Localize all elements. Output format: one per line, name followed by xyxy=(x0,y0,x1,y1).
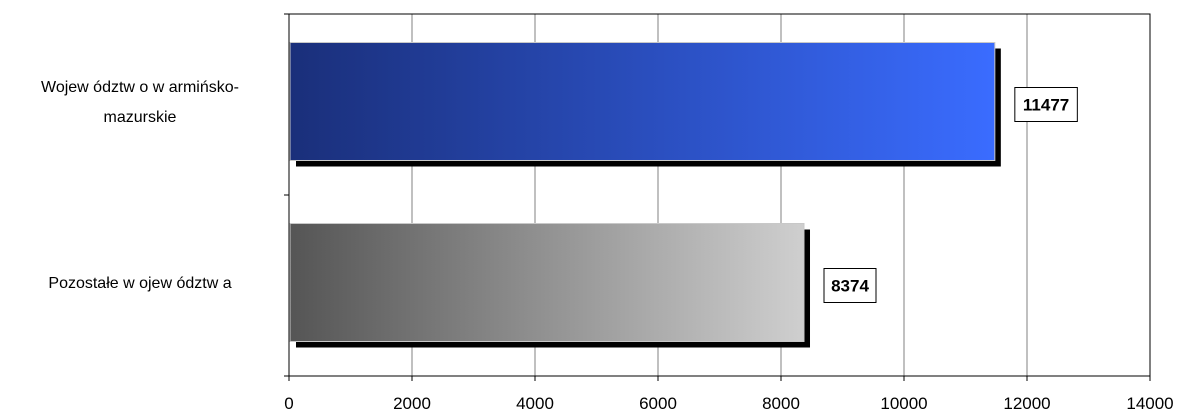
bar xyxy=(289,223,805,342)
bar xyxy=(289,42,996,161)
x-tick-label: 14000 xyxy=(1126,394,1173,413)
x-tick-label: 2000 xyxy=(393,394,431,413)
bars: 11477 8374 xyxy=(289,42,1078,348)
data-label: 11477 xyxy=(1023,96,1069,115)
category-label: Wojew ództw o w armińsko-mazurskie xyxy=(0,73,280,133)
data-label-box xyxy=(823,268,877,303)
category-label-line: Wojew ództw o w armińsko- xyxy=(41,78,239,96)
x-tick-label: 0 xyxy=(284,394,293,413)
x-tick-label: 10000 xyxy=(880,394,927,413)
category-label-line: mazurskie xyxy=(103,108,177,126)
x-tick-label: 12000 xyxy=(1003,394,1050,413)
x-tick-label: 8000 xyxy=(762,394,800,413)
data-label-box xyxy=(1014,87,1078,122)
category-label-line: Pozostałe w ojew ództw a xyxy=(48,274,232,292)
x-tick-label: 4000 xyxy=(516,394,554,413)
x-axis: 0 2000 4000 6000 8000 10000 12000 14000 xyxy=(284,13,1174,413)
data-label: 8374 xyxy=(831,277,869,296)
category-label: Pozostałe w ojew ództw a xyxy=(0,269,280,299)
x-tick-label: 6000 xyxy=(639,394,677,413)
